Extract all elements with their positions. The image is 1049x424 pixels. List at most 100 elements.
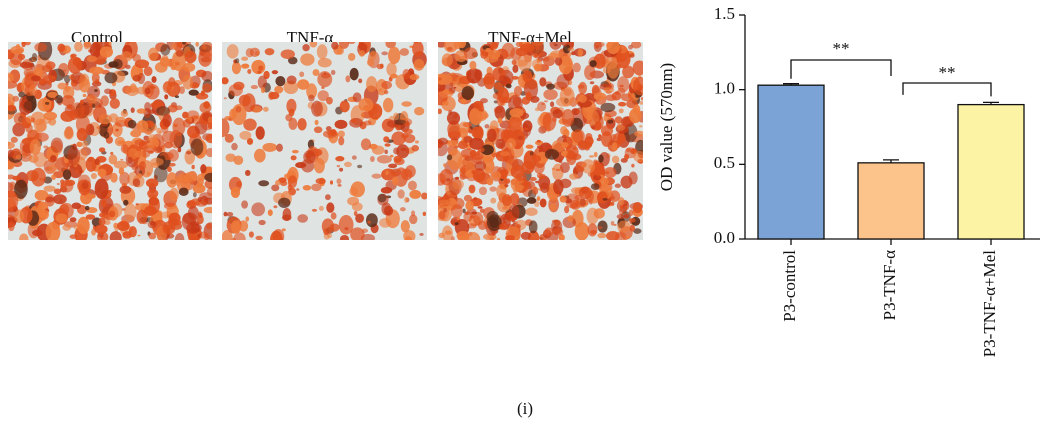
stain xyxy=(379,63,384,69)
y-tick-label: 1.5 xyxy=(714,4,735,23)
stain xyxy=(146,171,151,176)
stain xyxy=(226,211,234,217)
stain xyxy=(542,56,550,62)
error-bar xyxy=(883,159,899,163)
stain xyxy=(491,171,502,180)
stain xyxy=(489,186,497,192)
stain xyxy=(536,145,544,149)
stain xyxy=(8,149,14,158)
stain xyxy=(89,193,96,199)
stain xyxy=(10,45,25,55)
stain xyxy=(94,89,98,92)
stain xyxy=(64,74,71,83)
stain xyxy=(34,189,49,201)
stain xyxy=(202,83,212,93)
stain xyxy=(472,168,486,183)
stain xyxy=(446,139,459,148)
stain xyxy=(339,235,350,240)
stain xyxy=(541,103,545,105)
stain xyxy=(313,157,325,174)
stain xyxy=(204,233,210,240)
stain xyxy=(511,76,520,80)
stain xyxy=(495,138,506,149)
stain xyxy=(326,202,335,213)
stain xyxy=(150,157,164,166)
stain xyxy=(278,197,291,209)
stain xyxy=(438,210,446,220)
stain xyxy=(409,214,418,225)
stain xyxy=(200,90,206,97)
stain xyxy=(191,115,199,120)
stain xyxy=(479,208,485,213)
stain xyxy=(476,111,489,120)
stain xyxy=(352,92,362,103)
stain xyxy=(571,51,576,56)
stain xyxy=(383,90,389,95)
stain xyxy=(598,154,604,163)
stain xyxy=(222,118,230,138)
stain xyxy=(438,77,442,81)
stain xyxy=(624,235,630,240)
stain xyxy=(122,231,132,239)
stain xyxy=(640,96,643,101)
stain xyxy=(241,56,249,61)
stain xyxy=(497,117,503,124)
stain xyxy=(53,171,65,179)
stain xyxy=(329,180,334,185)
stain xyxy=(132,178,141,187)
stain xyxy=(560,42,570,47)
stain xyxy=(486,177,494,186)
stain xyxy=(51,174,56,181)
stain xyxy=(238,94,251,107)
stain xyxy=(394,119,407,126)
stain xyxy=(564,205,570,214)
stain xyxy=(205,148,212,158)
stain xyxy=(148,85,156,90)
stain xyxy=(85,156,97,172)
bar xyxy=(757,84,825,240)
stain xyxy=(70,53,77,58)
stain xyxy=(369,143,378,150)
stain xyxy=(136,120,149,133)
stain xyxy=(501,193,513,207)
stain xyxy=(82,93,87,98)
stain xyxy=(190,138,204,156)
stain xyxy=(86,94,98,105)
stain xyxy=(391,176,399,186)
stain xyxy=(528,220,538,234)
stain xyxy=(618,196,625,206)
stain xyxy=(553,179,564,195)
error-bar xyxy=(783,83,799,86)
stain xyxy=(25,115,34,124)
stain xyxy=(203,206,212,214)
stain xyxy=(127,119,137,129)
stain xyxy=(300,53,315,66)
stain xyxy=(525,207,538,217)
stain xyxy=(483,75,495,85)
stain xyxy=(516,224,521,229)
stain xyxy=(339,100,350,113)
stain xyxy=(597,220,608,233)
stain xyxy=(539,77,547,87)
stain xyxy=(550,203,556,211)
stain xyxy=(147,134,159,145)
stain xyxy=(101,199,107,208)
stain xyxy=(280,49,295,60)
stain xyxy=(8,221,15,232)
stain xyxy=(597,226,603,229)
stain xyxy=(47,91,58,98)
stain xyxy=(561,108,575,127)
stain xyxy=(473,100,484,110)
stain xyxy=(258,180,270,187)
stain xyxy=(43,145,49,149)
stain xyxy=(442,101,447,106)
stain xyxy=(291,149,299,154)
stain xyxy=(206,223,212,230)
stain xyxy=(231,61,242,75)
stain xyxy=(171,42,177,50)
stain xyxy=(360,138,372,151)
stain xyxy=(71,202,82,210)
stain xyxy=(611,141,618,151)
stain xyxy=(14,179,28,199)
stain xyxy=(544,149,560,160)
